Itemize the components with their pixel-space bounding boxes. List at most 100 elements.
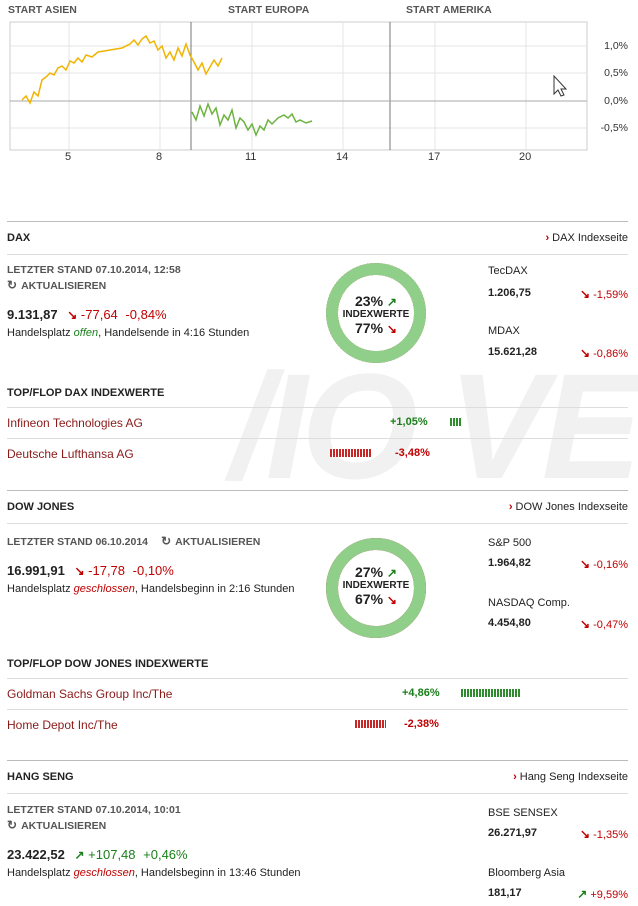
bloomberg-asia-change: ↗ +9,59% [577, 887, 628, 901]
dow-index-link[interactable]: › DOW Jones Indexseite [508, 501, 628, 513]
refresh-icon: ↻ [7, 278, 18, 292]
dow-price: 16.991,91 [7, 563, 65, 578]
dow-update-line: LETZTER STAND 06.10.2014 ↻ AKTUALISIEREN [7, 534, 260, 548]
hang-refresh-button[interactable]: ↻ AKTUALISIEREN [7, 818, 107, 832]
y-tick: -0,5% [600, 122, 628, 134]
dax-top-change: +1,05% [390, 416, 428, 428]
background-watermark: /IO VE [230, 342, 638, 510]
europe-line [191, 101, 313, 138]
dax-flop-change: -3,48% [395, 447, 430, 459]
sensex-link[interactable]: BSE SENSEX [488, 807, 558, 819]
dax-quote: 9.131,87 ↘ -77,64 -0,84% [7, 307, 167, 322]
x-tick: 8 [156, 151, 163, 163]
dow-top-row[interactable]: Goldman Sachs Group Inc/The +4,86% [7, 678, 628, 709]
dax-flop-row[interactable]: Deutsche Lufthansa AG -3,48% [7, 438, 628, 469]
hang-index-link[interactable]: › Hang Seng Indexseite [513, 771, 628, 783]
dow-top-change: +4,86% [402, 687, 440, 699]
arrow-up-icon: ↗ [386, 566, 397, 580]
arrow-up-icon: ↗ [74, 848, 85, 862]
dax-price: 9.131,87 [7, 307, 58, 322]
intraday-chart: START ASIEN START EUROPA START AMERIKA 1… [0, 0, 638, 170]
region-label-america: START AMERIKA [406, 4, 492, 16]
dow-flop-row[interactable]: Home Depot Inc/The -2,38% [7, 709, 628, 740]
sp500-value: 1.964,82 [488, 557, 531, 569]
mdax-change: ↘ -0,86% [580, 346, 628, 360]
arrow-up-icon: ↗ [386, 295, 397, 309]
dow-top-bar [461, 689, 521, 697]
chevron-right-icon: › [508, 501, 513, 513]
dow-topflop-title: TOP/FLOP DOW JONES INDEXWERTE [7, 658, 209, 670]
dow-refresh-button[interactable]: ↻ AKTUALISIEREN [161, 534, 261, 548]
dax-market-status: Handelsplatz offen, Handelsende in 4:16 … [7, 327, 250, 339]
dow-change: -17,78 [88, 563, 126, 578]
y-tick: 1,0% [604, 40, 628, 52]
hang-last-update: LETZTER STAND 07.10.2014, 10:01 [7, 804, 181, 816]
dow-change-pct: -0,10% [132, 563, 174, 578]
sp500-change: ↘ -0,16% [580, 557, 628, 571]
chevron-right-icon: › [545, 232, 550, 244]
arrow-down-icon: ↘ [67, 308, 78, 322]
hang-quote: 23.422,52 ↗ +107,48 +0,46% [7, 847, 188, 862]
sensex-change: ↘ -1,35% [580, 827, 628, 841]
hang-change: +107,48 [88, 847, 136, 862]
dow-market-status: Handelsplatz geschlossen, Handelsbeginn … [7, 583, 295, 595]
asia-line [21, 34, 223, 105]
dax-top-name[interactable]: Infineon Technologies AG [7, 416, 143, 430]
region-label-asia: START ASIEN [8, 4, 77, 16]
tecdax-value: 1.206,75 [488, 287, 531, 299]
dax-last-update: LETZTER STAND 07.10.2014, 12:58 [7, 264, 181, 276]
tecdax-link[interactable]: TecDAX [488, 265, 528, 277]
mouse-cursor-icon [553, 74, 568, 97]
dax-top-row[interactable]: Infineon Technologies AG +1,05% [7, 407, 628, 438]
arrow-down-icon: ↘ [386, 593, 397, 607]
x-tick: 17 [428, 151, 441, 163]
x-tick: 11 [245, 151, 257, 163]
mdax-value: 15.621,28 [488, 346, 537, 358]
dax-title: DAX [7, 232, 31, 244]
nasdaq-change: ↘ -0,47% [580, 617, 628, 631]
dow-flop-bar [355, 720, 386, 728]
region-label-europe: START EUROPA [228, 4, 310, 16]
bloomberg-asia-link[interactable]: Bloomberg Asia [488, 867, 566, 879]
y-tick: 0,5% [604, 67, 628, 79]
refresh-icon: ↻ [7, 818, 18, 832]
dax-change: -77,64 [80, 307, 118, 322]
hang-market-status: Handelsplatz geschlossen, Handelsbeginn … [7, 867, 301, 879]
chart-grid [9, 21, 588, 151]
dow-quote: 16.991,91 ↘ -17,78 -0,10% [7, 563, 174, 578]
bloomberg-asia-value: 181,17 [488, 887, 522, 899]
x-tick: 5 [65, 151, 72, 163]
y-tick: 0,0% [604, 95, 628, 107]
nasdaq-value: 4.454,80 [488, 617, 531, 629]
mdax-link[interactable]: MDAX [488, 325, 520, 337]
dow-donut-label: 27% ↗ INDEXWERTE 67% ↘ [342, 564, 410, 607]
dow-top-name[interactable]: Goldman Sachs Group Inc/The [7, 687, 173, 701]
dax-advance-decline-donut [326, 263, 426, 363]
sensex-value: 26.271,97 [488, 827, 537, 839]
tecdax-change: ↘ -1,59% [580, 287, 628, 301]
x-tick: 14 [336, 151, 349, 163]
dow-flop-change: -2,38% [404, 718, 439, 730]
arrow-down-icon: ↘ [386, 322, 397, 336]
dax-refresh-button[interactable]: ↻ AKTUALISIEREN [7, 278, 107, 292]
dax-flop-name[interactable]: Deutsche Lufthansa AG [7, 447, 134, 461]
sp500-link[interactable]: S&P 500 [488, 537, 532, 549]
dax-topflop-title: TOP/FLOP DAX INDEXWERTE [7, 387, 165, 399]
dax-top-bar [450, 418, 462, 426]
dow-advance-decline-donut [326, 538, 426, 638]
dow-title: DOW JONES [7, 501, 75, 513]
chevron-right-icon: › [513, 771, 517, 783]
dax-donut-label: 23% ↗ INDEXWERTE 77% ↘ [342, 293, 410, 336]
arrow-down-icon: ↘ [74, 564, 85, 578]
hang-change-pct: +0,46% [143, 847, 188, 862]
dow-section: DOW JONES › DOW Jones Indexseite LETZTER … [7, 490, 628, 740]
dax-index-link[interactable]: › DAX Indexseite [545, 232, 629, 244]
hang-seng-section: HANG SENG › Hang Seng Indexseite LETZTER … [7, 760, 628, 906]
x-tick: 20 [519, 151, 532, 163]
dax-section: DAX › DAX Indexseite LETZTER STAND 07.10.… [7, 221, 628, 471]
nasdaq-link[interactable]: NASDAQ Comp. [488, 597, 570, 609]
hang-title: HANG SENG [7, 771, 74, 783]
dow-flop-name[interactable]: Home Depot Inc/The [7, 718, 118, 732]
dax-change-pct: -0,84% [125, 307, 167, 322]
hang-price: 23.422,52 [7, 847, 65, 862]
